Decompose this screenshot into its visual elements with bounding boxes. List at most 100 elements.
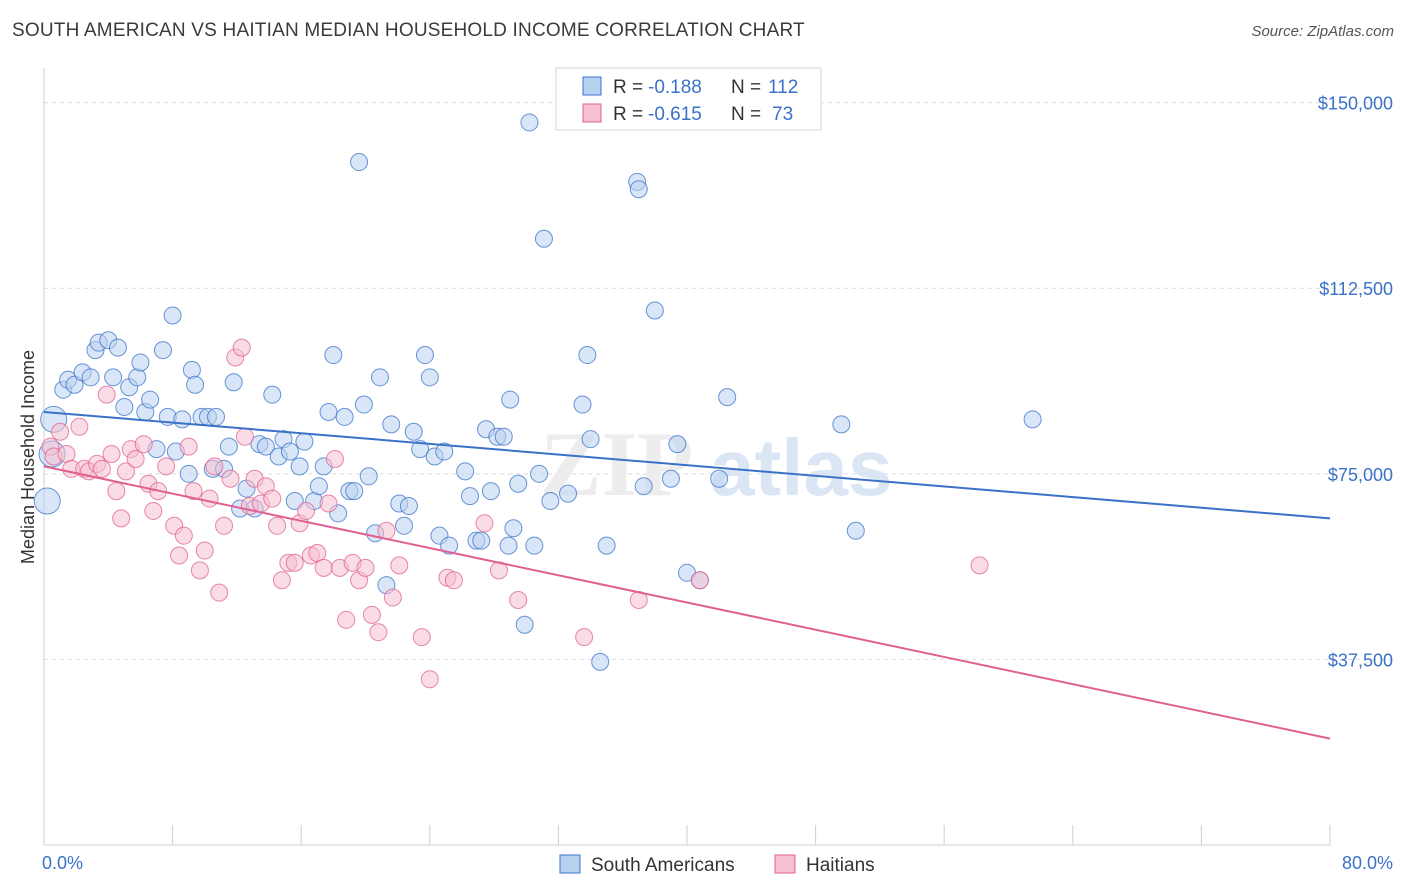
grid-lines: [44, 102, 1393, 660]
south-american-point-57: [354, 395, 373, 414]
legend-n-value-pink: 73: [772, 104, 793, 125]
south-american-point-93: [581, 430, 600, 449]
south-american-point-33: [219, 437, 238, 456]
legend-box: R = -0.188 N = 112 R = -0.615 N = 73: [555, 67, 822, 131]
haitian-point-17: [134, 435, 153, 454]
haitian-point-13: [112, 509, 131, 528]
legend-n-label-blue: N =: [731, 77, 761, 98]
haitian-point-19: [144, 501, 163, 520]
south-american-point-64: [395, 516, 414, 535]
haitian-point-14: [116, 462, 135, 481]
south-american-point-74: [456, 462, 475, 481]
watermark-atlas: atlas: [710, 423, 892, 512]
south-american-point-86: [520, 113, 539, 132]
haitian-point-50: [314, 558, 333, 577]
haitian-point-45: [285, 553, 304, 572]
south-american-point-107: [846, 521, 865, 540]
bottom-legend-swatch-blue: [559, 854, 581, 874]
series-haitians: [41, 338, 989, 689]
south-american-point-39: [256, 437, 275, 456]
south-american-point-12: [108, 338, 127, 357]
haitian-point-9: [92, 459, 111, 478]
south-american-point-25: [179, 464, 198, 483]
south-american-point-20: [153, 341, 172, 360]
south-american-point-26: [182, 360, 201, 379]
south-american-point-22: [163, 306, 182, 325]
south-american-point-68: [415, 346, 434, 365]
haitian-point-43: [272, 571, 291, 590]
y-tick-label-1: $75,000: [1328, 465, 1393, 485]
south-american-point-97: [629, 180, 648, 199]
bottom-legend-label-blue: South Americans: [591, 855, 735, 876]
y-tick-label-3: $150,000: [1318, 94, 1393, 114]
trend-line-south-americans: [43, 410, 1331, 520]
south-american-point-90: [541, 492, 560, 511]
bottom-legend-label-pink: Haitians: [806, 855, 875, 876]
haitian-point-23: [170, 546, 189, 565]
south-american-point-56: [350, 153, 369, 172]
south-american-point-99: [645, 301, 664, 320]
haitian-point-42: [268, 516, 287, 535]
haitian-point-28: [195, 541, 214, 560]
south-american-point-45: [290, 457, 309, 476]
chart-title: SOUTH AMERICAN VS HAITIAN MEDIAN HOUSEHO…: [12, 20, 805, 41]
haitian-point-59: [369, 623, 388, 642]
haitian-point-35: [232, 338, 251, 357]
south-american-point-94: [591, 652, 610, 671]
haitian-point-73: [970, 556, 989, 575]
haitian-point-61: [383, 588, 402, 607]
haitian-point-52: [325, 449, 344, 468]
south-american-point-81: [494, 427, 513, 446]
south-american-point-58: [359, 467, 378, 486]
haitian-point-47: [297, 501, 316, 520]
haitian-point-57: [356, 558, 375, 577]
legend-n-value-blue: 112: [768, 77, 798, 98]
haitian-point-12: [107, 482, 126, 501]
south-american-point-79: [481, 482, 500, 501]
haitian-point-16: [126, 449, 145, 468]
south-american-point-27: [186, 375, 205, 394]
trend-line-haitians: [43, 465, 1331, 740]
south-american-point-51: [324, 346, 343, 365]
south-american-point-88: [530, 464, 549, 483]
south-american-point-18: [141, 390, 160, 409]
south-american-point-89: [534, 229, 553, 248]
haitian-point-70: [575, 628, 594, 647]
south-american-point-110: [573, 395, 592, 414]
south-american-point-15: [128, 368, 147, 387]
haitian-point-41: [263, 489, 282, 508]
x-tick-min: 0.0%: [42, 853, 83, 873]
south-american-point-53: [335, 407, 354, 426]
haitian-point-51: [319, 494, 338, 513]
south-american-point-50: [319, 402, 338, 421]
legend-r-value-pink: -0.615: [648, 104, 702, 125]
legend-r-label-blue: R =: [613, 77, 643, 98]
south-american-point-55: [345, 482, 364, 501]
haitian-point-24: [174, 526, 193, 545]
haitian-point-31: [210, 583, 229, 602]
south-american-point-77: [472, 531, 491, 550]
haitian-point-5: [70, 417, 89, 436]
south-american-point-66: [404, 422, 423, 441]
haitian-point-36: [235, 427, 254, 446]
south-american-point-69: [420, 368, 439, 387]
south-american-point-72: [435, 442, 454, 461]
legend-r-label-pink: R =: [613, 104, 643, 125]
haitian-point-27: [190, 561, 209, 580]
south-american-point-91: [559, 484, 578, 503]
south-american-point-87: [525, 536, 544, 555]
haitian-point-32: [215, 516, 234, 535]
south-american-point-13: [115, 398, 134, 417]
south-american-point-100: [661, 469, 680, 488]
south-american-point-104: [710, 469, 729, 488]
south-american-point-108: [1023, 410, 1042, 429]
haitian-point-72: [690, 571, 709, 590]
haitian-point-30: [205, 457, 224, 476]
haitian-point-26: [184, 482, 203, 501]
south-american-point-83: [504, 519, 523, 538]
haitian-point-25: [179, 437, 198, 456]
legend-swatch-blue: [582, 76, 602, 96]
south-american-point-43: [280, 442, 299, 461]
south-american-point-73: [440, 536, 459, 555]
haitian-point-58: [362, 605, 381, 624]
